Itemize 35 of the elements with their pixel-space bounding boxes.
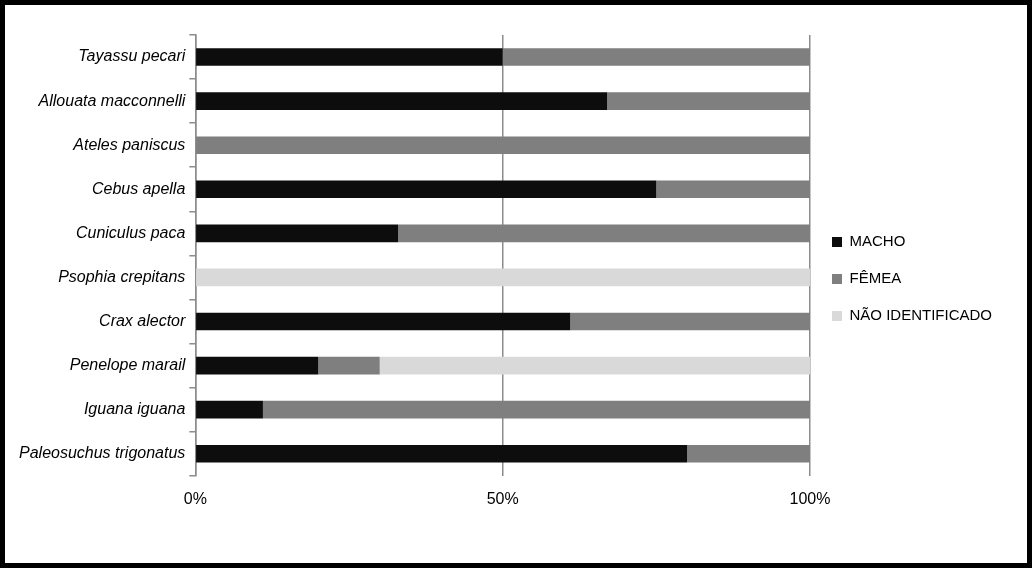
bar <box>398 224 810 243</box>
y-tick-label: Cuniculus paca <box>75 223 186 241</box>
x-tick-label: 50% <box>486 489 519 507</box>
bar <box>196 92 608 110</box>
bar <box>196 224 399 243</box>
y-tick-label: Cebus apella <box>91 179 186 197</box>
legend-label: FÊMEA <box>849 269 902 287</box>
y-tick-label: Penelope marail <box>69 356 186 374</box>
bar <box>196 48 503 66</box>
bar <box>196 312 571 331</box>
bar <box>196 400 263 419</box>
legend-label: MACHO <box>849 232 906 250</box>
y-tick-label: Ateles paniscus <box>72 135 186 153</box>
bar <box>607 92 810 110</box>
y-tick-label: Paleosuchus trigonatus <box>19 444 186 462</box>
bar <box>687 444 810 463</box>
y-tick-label: Psophia crepitans <box>58 267 186 285</box>
y-tick-label: Allouata macconnelli <box>37 91 186 109</box>
bar <box>379 356 810 375</box>
bar <box>196 356 319 375</box>
y-tick-label: Tayassu pecari <box>78 47 186 65</box>
legend-label: NÃO IDENTIFICADO <box>849 306 993 324</box>
bar <box>570 312 810 331</box>
bar <box>196 180 657 199</box>
y-tick-label: Crax alector <box>99 311 186 329</box>
bar <box>318 356 380 375</box>
bar <box>196 268 810 287</box>
x-tick-label: 100% <box>789 489 831 507</box>
bar <box>502 48 810 66</box>
bar <box>656 180 810 199</box>
bar <box>262 400 810 419</box>
y-tick-label: Iguana iguana <box>83 400 186 418</box>
bar <box>196 444 688 463</box>
bar <box>196 136 810 155</box>
x-tick-label: 0% <box>183 489 207 507</box>
